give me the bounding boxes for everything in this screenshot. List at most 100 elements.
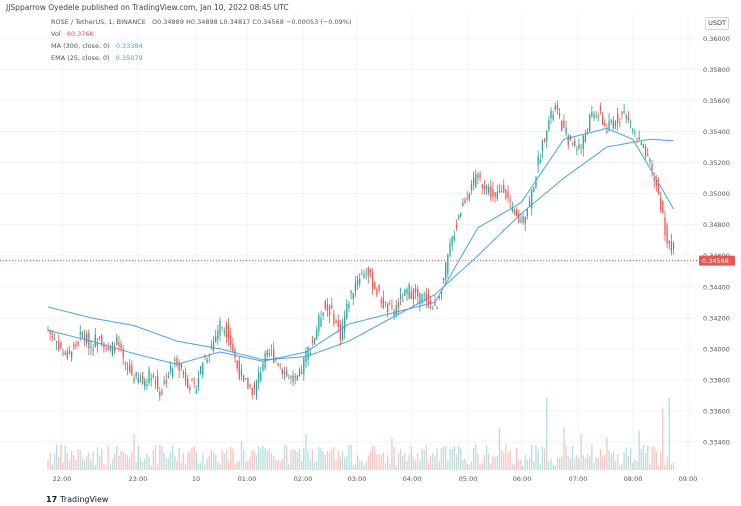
volume-bar [288,463,290,470]
candle-body [98,336,101,339]
volume-bar [457,446,460,470]
candle-body [634,131,636,134]
volume-bar [627,456,630,470]
candle-body [625,115,627,119]
volume-bar [380,454,382,470]
candle-body [156,376,159,389]
volume-bar [75,460,77,470]
candle-body [384,301,387,303]
volume-bar [447,460,449,470]
volume-bar [421,449,423,470]
candle-body [152,375,154,377]
volume-bar [445,445,447,470]
volume-legend[interactable]: Vol 80.376K [51,30,94,38]
ma-value: 0.33384 [115,42,143,50]
symbol-legend[interactable]: ROSE / TetherUS, 1, BINANCE O0.34889 H0.… [51,18,351,26]
volume-bar [225,449,228,470]
candle-body [612,120,615,129]
volume-bar [408,454,410,470]
volume-bar [356,455,359,470]
currency-button[interactable]: USDT [705,17,729,30]
candle-body [451,236,453,246]
volume-bar [107,445,109,470]
candle-body [320,318,322,327]
volume-bar [292,449,294,470]
candle-body [518,213,520,223]
candle-body [655,179,657,186]
candle-body [58,341,60,351]
volume-bar [126,454,129,470]
candle-body [352,292,354,299]
x-tick-label: 03:00 [348,475,367,483]
volume-bar [161,445,163,470]
volume-bar [655,451,657,470]
x-tick-label: 09:00 [679,475,698,483]
volume-bar [552,464,554,470]
volume-bar [98,455,101,470]
candle-body [481,184,483,188]
ma-legend[interactable]: MA (300, close, 0) 0.33384 [51,42,143,50]
y-tick-label: 0.35800 [703,66,730,74]
volume-bar [163,453,165,470]
volume-bar [148,457,150,470]
ema-legend[interactable]: EMA (25, close, 0) 0.35079 [51,54,143,62]
volume-bar [475,444,477,470]
candle-body [337,320,339,328]
candle-body [567,135,569,145]
volume-bar [582,455,584,470]
candle-body [627,117,630,121]
volume-bar [303,448,305,470]
candle-body [285,371,288,377]
candle-body [445,262,447,280]
candle-body [197,377,200,387]
volume-bar [591,444,593,470]
volume-bar [382,452,384,470]
candle-body [457,218,460,220]
candle-body [662,201,664,213]
candle-body [500,190,503,192]
volume-bar [578,458,580,470]
candle-body [361,273,363,275]
candle-body [184,372,187,383]
volume-bar [466,463,468,470]
tradingview-brand: 17 TradingView [46,495,108,504]
volume-bar [165,458,167,470]
volume-bar [281,458,283,470]
candle-body [245,378,247,380]
volume-bar [176,460,178,470]
x-tick-label: 04:00 [403,475,422,483]
volume-bar [354,463,357,470]
publisher-header: JJSpparrow Oyedele published on TradingV… [6,3,289,12]
candle-body [212,341,215,351]
volume-bar [462,460,464,470]
candle-body [438,296,440,299]
candle-body [53,338,56,340]
volume-bar [290,450,292,470]
volume-bar [344,457,346,470]
volume-bar [137,446,139,470]
volume-bar [322,451,324,470]
candle-body [116,336,118,345]
candle-body [307,347,309,360]
volume-bar [610,454,612,470]
volume-bar [305,434,307,470]
candle-body [242,375,245,382]
volume-bar [258,446,260,470]
candle-body [365,275,367,277]
candle-body [333,313,335,325]
candle-body [240,369,243,376]
volume-bar [174,456,176,470]
volume-bar [219,464,221,470]
x-tick-label: 07:00 [569,475,588,483]
volume-bar [412,457,415,470]
volume-bar [208,455,210,470]
candle-body [227,324,230,340]
candle-body [79,332,81,335]
candle-body [391,305,393,308]
x-tick-label: 02:00 [294,475,313,483]
candle-body [447,255,449,274]
volume-bar [268,448,271,470]
volume-bar [324,454,326,470]
candle-body [376,288,378,295]
